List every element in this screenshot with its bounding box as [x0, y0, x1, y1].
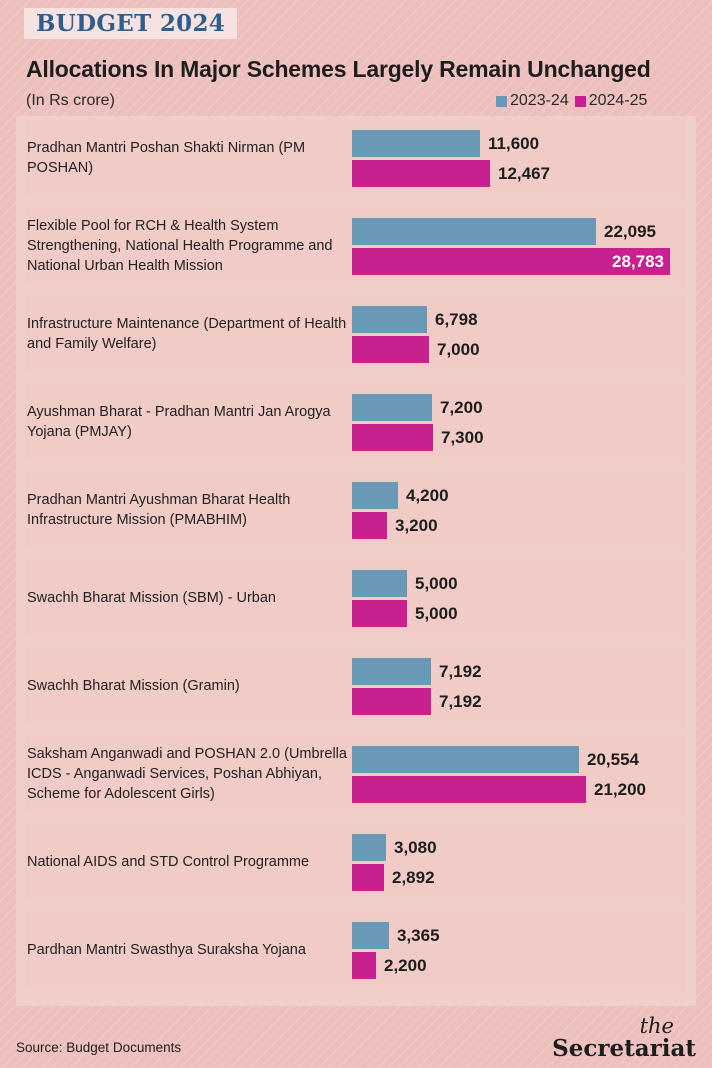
category-label: Infrastructure Maintenance (Department o…	[27, 316, 347, 352]
legend-label-2024-25: 2024-25	[588, 92, 648, 109]
bar-2023-24	[352, 306, 427, 333]
data-label: 3,080	[394, 838, 437, 857]
legend: 2023-24 2024-25	[496, 92, 647, 110]
data-label: 3,200	[395, 516, 438, 535]
data-label: 2,892	[392, 868, 435, 887]
bar-2024-25	[352, 248, 670, 275]
data-label: 7,192	[439, 662, 482, 681]
data-label: 20,554	[587, 750, 639, 769]
data-label: 22,095	[604, 222, 656, 241]
data-label: 2,200	[384, 956, 427, 975]
bar-2024-25	[352, 424, 433, 451]
category-label: Ayushman Bharat - Pradhan Mantri Jan Aro…	[27, 404, 331, 440]
data-label: 7,000	[437, 340, 480, 359]
chart-title: Allocations In Major Schemes Largely Rem…	[26, 56, 651, 82]
bar-2023-24	[352, 130, 480, 157]
category-label: Swachh Bharat Mission (SBM) - Urban	[27, 590, 276, 606]
bar-2024-25	[352, 864, 384, 891]
bar-2024-25	[352, 600, 407, 627]
bar-2024-25	[352, 336, 429, 363]
logo-name: Secretariat	[552, 1035, 696, 1062]
bar-2023-24	[352, 746, 579, 773]
data-label: 3,365	[397, 926, 440, 945]
category-label: Pradhan Mantri Poshan Shakti Nirman (PM …	[27, 140, 306, 176]
category-label: Pardhan Mantri Swasthya Suraksha Yojana	[27, 942, 306, 958]
bar-2024-25	[352, 160, 490, 187]
data-label: 4,200	[406, 486, 449, 505]
legend-swatch-2023-24	[496, 95, 507, 107]
chart-plot-area: Pradhan Mantri Poshan Shakti Nirman (PM …	[16, 116, 696, 1006]
bar-2023-24	[352, 922, 389, 949]
category-label: Saksham Anganwadi and POSHAN 2.0 (Umbrel…	[27, 746, 347, 802]
data-label: 7,300	[441, 428, 484, 447]
bar-2023-24	[352, 570, 407, 597]
publisher-logo: the Secretariat	[552, 1014, 696, 1062]
category-label: Pradhan Mantri Ayushman Bharat Health In…	[27, 492, 291, 528]
data-label: 28,783	[612, 252, 664, 271]
budget-tag: BUDGET 2024	[24, 8, 238, 39]
bar-2024-25	[352, 776, 586, 803]
bar-2023-24	[352, 394, 432, 421]
legend-label-2023-24: 2023-24	[510, 92, 569, 109]
unit-label: (In Rs crore)	[26, 92, 115, 109]
bar-2023-24	[352, 658, 431, 685]
data-label: 5,000	[415, 604, 458, 623]
bar-2024-25	[352, 512, 387, 539]
data-label: 7,200	[440, 398, 483, 417]
category-label: National AIDS and STD Control Programme	[27, 854, 310, 870]
bar-2024-25	[352, 952, 376, 979]
data-label: 21,200	[594, 780, 646, 799]
category-label: Flexible Pool for RCH & Health System St…	[27, 218, 333, 274]
bar-2023-24	[352, 218, 596, 245]
source-note: Source: Budget Documents	[16, 1040, 182, 1055]
data-label: 11,600	[488, 134, 540, 153]
data-label: 5,000	[415, 574, 458, 593]
legend-item-2024-25: 2024-25	[574, 92, 648, 110]
bar-2023-24	[352, 834, 386, 861]
legend-item-2023-24: 2023-24	[496, 92, 569, 110]
bar-2024-25	[352, 688, 431, 715]
data-label: 7,192	[439, 692, 482, 711]
legend-swatch-2024-25	[574, 95, 586, 107]
logo-prefix: the	[639, 1014, 674, 1038]
category-label: Swachh Bharat Mission (Gramin)	[27, 678, 240, 694]
data-label: 6,798	[435, 310, 478, 329]
bar-2023-24	[352, 482, 398, 509]
data-label: 12,467	[498, 164, 550, 183]
